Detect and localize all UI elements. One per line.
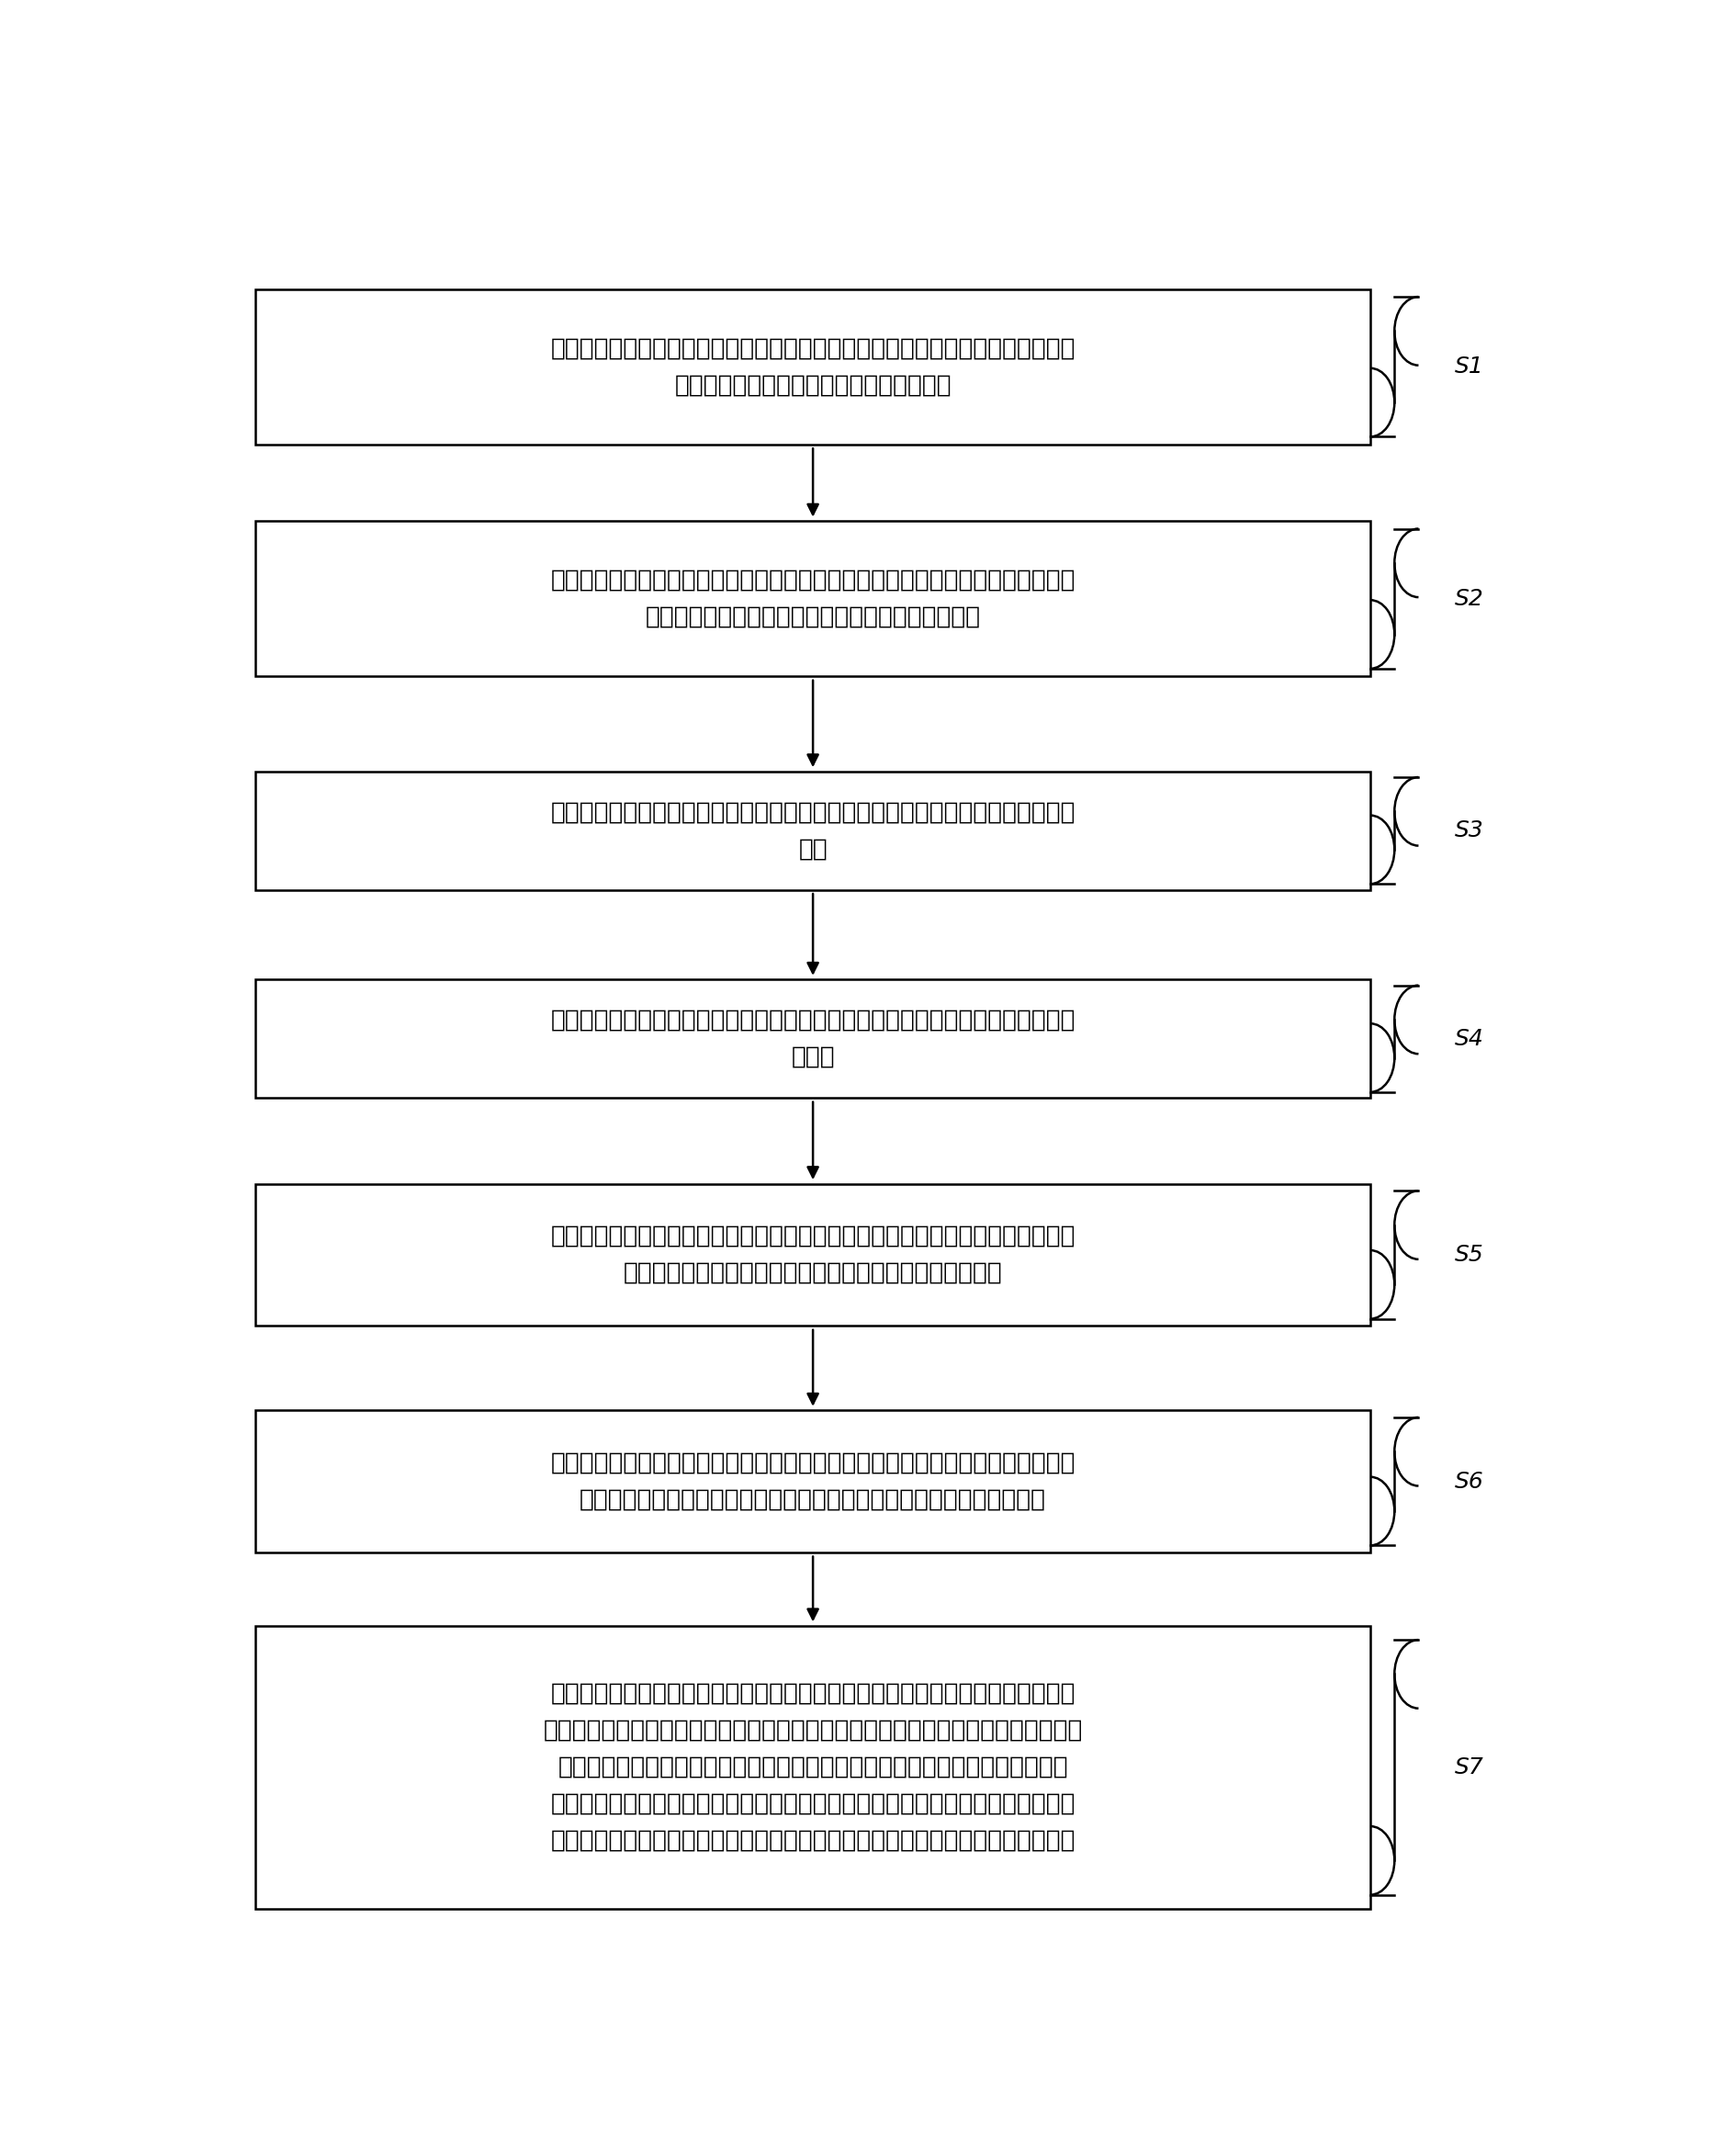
Text: S3: S3 [1454,819,1484,841]
Bar [255,1626,1370,1908]
Bar [255,522,1370,677]
Bar [255,1184,1370,1326]
Text: 获取中标火电机组的实际计划出力和日前市场的计划出力，以及中标火电机组的出
力下限和基本调峰下限，并建立火电机组的相关约束: 获取中标火电机组的实际计划出力和日前市场的计划出力，以及中标火电机组的出 力下限… [550,569,1075,630]
Text: S1: S1 [1454,356,1484,377]
Text: 在满足所述深度调峰需求平衡约束、火电机组的相关约束、建立火电机组的最大次
数约束以及虚拟电厂的相对约束的条件下，以上层虚拟电厂参与调峰市场的收益模型
的目标函数: 在满足所述深度调峰需求平衡约束、火电机组的相关约束、建立火电机组的最大次 数约束… [543,1682,1082,1852]
Bar [255,979,1370,1097]
Text: S7: S7 [1454,1757,1484,1779]
Text: S5: S5 [1454,1244,1484,1266]
Text: 获取中标火电机组和虚拟电厂的深度调峰总容量，根据中标火电机组和虚拟电厂的
深度调峰总容量建立深度调峰需求平衡约束: 获取中标火电机组和虚拟电厂的深度调峰总容量，根据中标火电机组和虚拟电厂的 深度调… [550,336,1075,397]
Bar [255,289,1370,444]
Text: S4: S4 [1454,1028,1484,1050]
Text: S6: S6 [1454,1470,1484,1492]
Text: S2: S2 [1454,589,1484,610]
Bar [255,1410,1370,1552]
Text: 获取电网系统的日前高峰调节成本以及日内峰值调节成本，根据所述日前高峰调节
成本以及日内峰值调节成本构建下层系统调峰的成本优化模型的目标函数: 获取电网系统的日前高峰调节成本以及日内峰值调节成本，根据所述日前高峰调节 成本以… [550,1451,1075,1511]
Text: 获取虚拟电厂的运营收益以及虚拟电厂的成本，根据所述虚拟电厂的运营收益以及
成本构建上层虚拟电厂参与调峰市场的收益模型的目标函数: 获取虚拟电厂的运营收益以及虚拟电厂的成本，根据所述虚拟电厂的运营收益以及 成本构… [550,1225,1075,1285]
Text: 以中标火电机组的电池周期内的深度调峰调用的最大次数建立火电机组的最大次数
约束: 以中标火电机组的电池周期内的深度调峰调用的最大次数建立火电机组的最大次数 约束 [550,800,1075,860]
Bar [255,772,1370,890]
Text: 获取中标虚拟电厂在某时刻的参考曲线出力及可提供的最大出力建立虚拟电厂的相
对约束: 获取中标虚拟电厂在某时刻的参考曲线出力及可提供的最大出力建立虚拟电厂的相 对约束 [550,1009,1075,1069]
